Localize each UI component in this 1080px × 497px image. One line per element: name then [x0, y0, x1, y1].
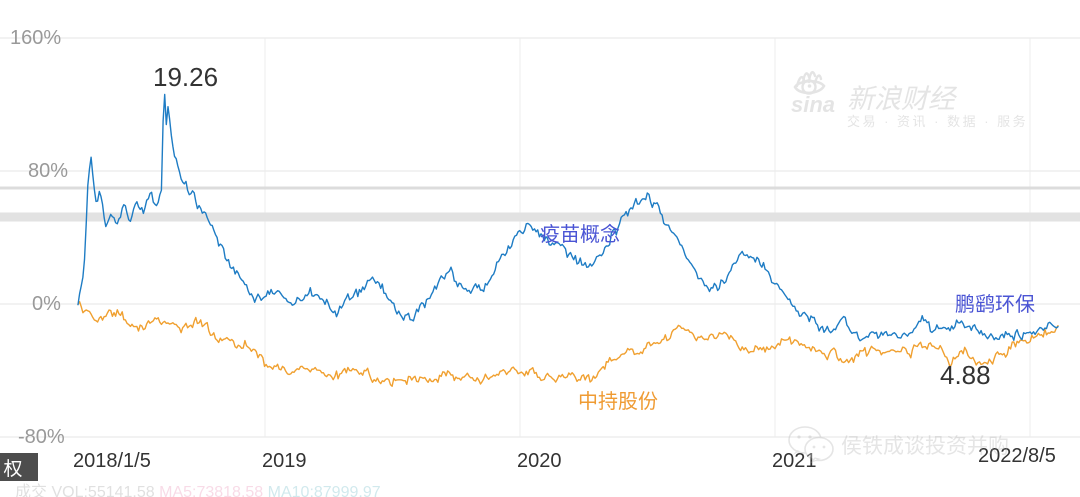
svg-text:sina: sina [791, 92, 835, 117]
svg-text:交易 · 资讯 · 数据 · 服务: 交易 · 资讯 · 数据 · 服务 [847, 114, 1028, 129]
svg-text:新浪财经: 新浪财经 [847, 84, 958, 114]
